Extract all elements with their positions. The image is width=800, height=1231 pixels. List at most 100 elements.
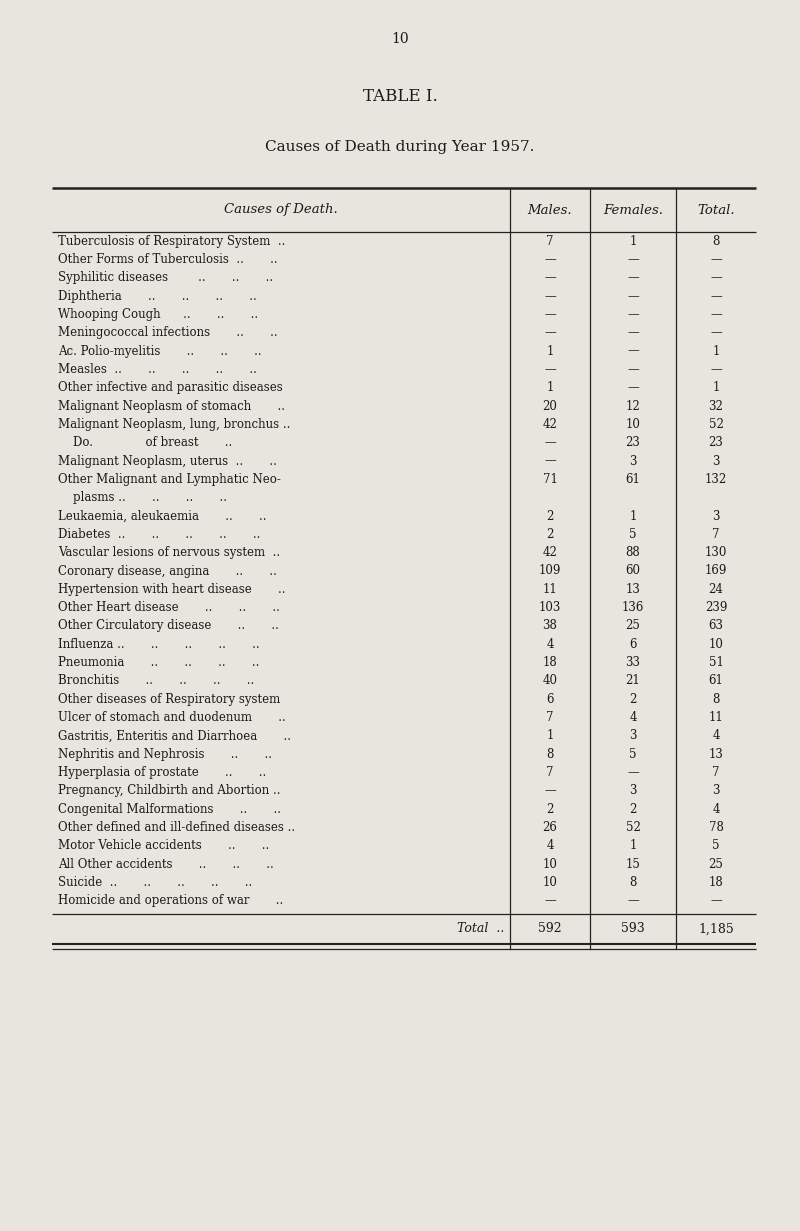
Text: 63: 63 — [709, 619, 723, 633]
Text: 18: 18 — [542, 656, 558, 670]
Text: Ulcer of stomach and duodenum       ..: Ulcer of stomach and duodenum .. — [58, 712, 286, 724]
Text: —: — — [627, 254, 639, 266]
Text: 136: 136 — [622, 601, 644, 614]
Text: 3: 3 — [712, 510, 720, 522]
Text: 8: 8 — [630, 876, 637, 889]
Text: Leukaemia, aleukaemia       ..       ..: Leukaemia, aleukaemia .. .. — [58, 510, 266, 522]
Text: 21: 21 — [626, 675, 640, 687]
Text: 6: 6 — [546, 693, 554, 705]
Text: 7: 7 — [546, 712, 554, 724]
Text: Vascular lesions of nervous system  ..: Vascular lesions of nervous system .. — [58, 547, 280, 559]
Text: Motor Vehicle accidents       ..       ..: Motor Vehicle accidents .. .. — [58, 840, 270, 852]
Text: 52: 52 — [626, 821, 641, 835]
Text: Hyperplasia of prostate       ..       ..: Hyperplasia of prostate .. .. — [58, 766, 266, 779]
Text: 7: 7 — [546, 235, 554, 247]
Text: 3: 3 — [630, 784, 637, 798]
Text: Tuberculosis of Respiratory System  ..: Tuberculosis of Respiratory System .. — [58, 235, 286, 247]
Text: Whooping Cough      ..       ..       ..: Whooping Cough .. .. .. — [58, 308, 258, 321]
Text: 103: 103 — [539, 601, 561, 614]
Text: Pregnancy, Childbirth and Abortion ..: Pregnancy, Childbirth and Abortion .. — [58, 784, 281, 798]
Text: 1: 1 — [546, 730, 554, 742]
Text: 12: 12 — [626, 400, 640, 412]
Text: 7: 7 — [712, 766, 720, 779]
Text: 1: 1 — [630, 510, 637, 522]
Text: 40: 40 — [542, 675, 558, 687]
Text: 10: 10 — [542, 858, 558, 870]
Text: —: — — [627, 895, 639, 907]
Text: 38: 38 — [542, 619, 558, 633]
Text: Diphtheria       ..       ..       ..       ..: Diphtheria .. .. .. .. — [58, 289, 257, 303]
Text: 3: 3 — [712, 454, 720, 468]
Text: Other Forms of Tuberculosis  ..       ..: Other Forms of Tuberculosis .. .. — [58, 254, 278, 266]
Text: —: — — [627, 345, 639, 358]
Text: Causes of Death.: Causes of Death. — [224, 203, 338, 217]
Text: 3: 3 — [712, 784, 720, 798]
Text: 61: 61 — [626, 473, 641, 486]
Text: —: — — [627, 271, 639, 284]
Text: 13: 13 — [709, 747, 723, 761]
Text: 18: 18 — [709, 876, 723, 889]
Text: 130: 130 — [705, 547, 727, 559]
Text: Total.: Total. — [697, 203, 735, 217]
Text: 71: 71 — [542, 473, 558, 486]
Text: —: — — [627, 326, 639, 340]
Text: 42: 42 — [542, 547, 558, 559]
Text: 2: 2 — [546, 803, 554, 816]
Text: Pneumonia       ..       ..       ..       ..: Pneumonia .. .. .. .. — [58, 656, 259, 670]
Text: 78: 78 — [709, 821, 723, 835]
Text: Syphilitic diseases        ..       ..       ..: Syphilitic diseases .. .. .. — [58, 271, 273, 284]
Text: —: — — [544, 308, 556, 321]
Text: 4: 4 — [712, 803, 720, 816]
Text: 2: 2 — [546, 510, 554, 522]
Text: Measles  ..       ..       ..       ..       ..: Measles .. .. .. .. .. — [58, 363, 257, 375]
Text: 11: 11 — [709, 712, 723, 724]
Text: —: — — [710, 895, 722, 907]
Text: 5: 5 — [630, 528, 637, 540]
Text: 1: 1 — [712, 382, 720, 394]
Text: —: — — [710, 254, 722, 266]
Text: Gastritis, Enteritis and Diarrhoea       ..: Gastritis, Enteritis and Diarrhoea .. — [58, 730, 291, 742]
Text: Suicide  ..       ..       ..       ..       ..: Suicide .. .. .. .. .. — [58, 876, 252, 889]
Text: 42: 42 — [542, 417, 558, 431]
Text: Other Heart disease       ..       ..       ..: Other Heart disease .. .. .. — [58, 601, 280, 614]
Text: 4: 4 — [546, 638, 554, 651]
Text: —: — — [627, 766, 639, 779]
Text: 1: 1 — [712, 345, 720, 358]
Text: —: — — [627, 289, 639, 303]
Text: 7: 7 — [712, 528, 720, 540]
Text: Malignant Neoplasm, uterus  ..       ..: Malignant Neoplasm, uterus .. .. — [58, 454, 277, 468]
Text: 23: 23 — [709, 436, 723, 449]
Text: Hypertension with heart disease       ..: Hypertension with heart disease .. — [58, 582, 286, 596]
Text: Bronchitis       ..       ..       ..       ..: Bronchitis .. .. .. .. — [58, 675, 254, 687]
Text: 10: 10 — [709, 638, 723, 651]
Text: 11: 11 — [542, 582, 558, 596]
Text: —: — — [544, 363, 556, 375]
Text: Malignant Neoplasm of stomach       ..: Malignant Neoplasm of stomach .. — [58, 400, 285, 412]
Text: Meningococcal infections       ..       ..: Meningococcal infections .. .. — [58, 326, 278, 340]
Text: 51: 51 — [709, 656, 723, 670]
Text: —: — — [710, 363, 722, 375]
Text: Females.: Females. — [603, 203, 663, 217]
Text: 88: 88 — [626, 547, 640, 559]
Text: TABLE I.: TABLE I. — [362, 87, 438, 105]
Text: —: — — [710, 326, 722, 340]
Text: 239: 239 — [705, 601, 727, 614]
Text: Other infective and parasitic diseases: Other infective and parasitic diseases — [58, 382, 282, 394]
Text: —: — — [710, 289, 722, 303]
Text: Congenital Malformations       ..       ..: Congenital Malformations .. .. — [58, 803, 281, 816]
Text: 4: 4 — [546, 840, 554, 852]
Text: 109: 109 — [539, 565, 561, 577]
Text: 2: 2 — [630, 803, 637, 816]
Text: 24: 24 — [709, 582, 723, 596]
Text: 3: 3 — [630, 730, 637, 742]
Text: 169: 169 — [705, 565, 727, 577]
Text: —: — — [627, 308, 639, 321]
Text: 1: 1 — [630, 840, 637, 852]
Text: —: — — [544, 784, 556, 798]
Text: 20: 20 — [542, 400, 558, 412]
Text: 1,185: 1,185 — [698, 922, 734, 936]
Text: 8: 8 — [712, 693, 720, 705]
Text: 32: 32 — [709, 400, 723, 412]
Text: Coronary disease, angina       ..       ..: Coronary disease, angina .. .. — [58, 565, 277, 577]
Text: 52: 52 — [709, 417, 723, 431]
